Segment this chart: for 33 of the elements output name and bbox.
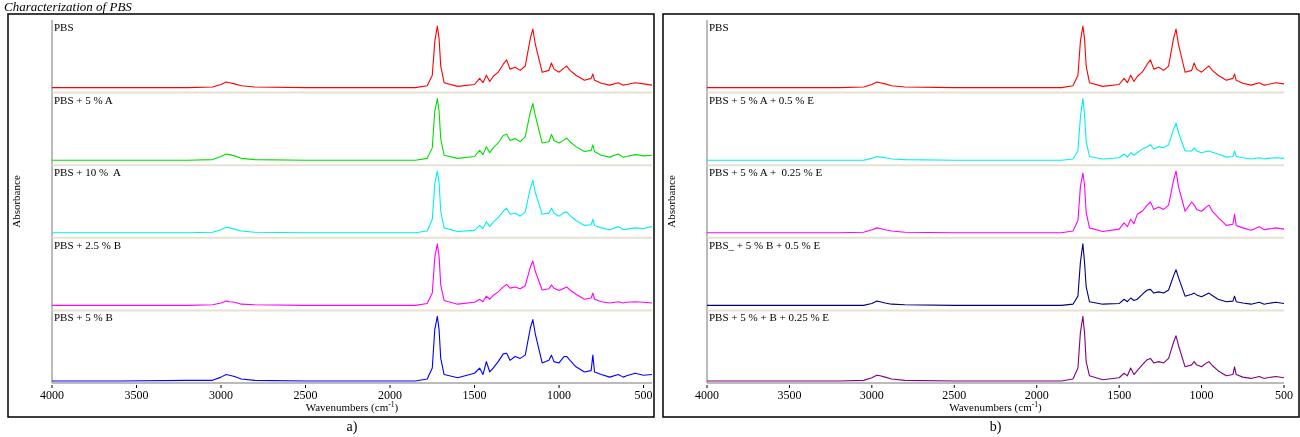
x-tick-label: 4000 [40, 388, 64, 402]
x-tick-label: 1000 [1189, 388, 1214, 402]
x-tick-label: 3000 [859, 388, 884, 402]
x-tick-label: 500 [634, 388, 653, 402]
x-axis-title: Wavenumbers (cm$^{-1}$) [949, 399, 1043, 414]
x-tick-label: 1000 [547, 388, 572, 402]
x-tick-label: 2000 [1024, 388, 1049, 402]
text: Characterization of PBS [4, 0, 133, 14]
x-tick-label: 2500 [942, 388, 967, 402]
chart-title: PBS [709, 21, 729, 33]
chart-title: PBS + 5 % A [54, 93, 113, 106]
text: a) [346, 419, 358, 435]
x-tick-label: 3500 [777, 388, 802, 402]
chart-title: PBS + 10 % A [54, 166, 122, 179]
chart-title: PBS + 5 % B [54, 311, 113, 324]
x-axis-title: Wavenumbers (cm$^{-1}$) [305, 399, 399, 414]
chart-title: PBS + 5 % A + 0.5 % E [709, 93, 815, 106]
chart-title: PBS [54, 21, 74, 33]
x-tick-label: 1500 [1107, 388, 1132, 402]
x-tick-label: 1500 [462, 388, 487, 402]
chart-title: PBS_ + 5 % B + 0.5 % E [709, 238, 821, 251]
x-tick-label: 3500 [124, 388, 149, 402]
x-tick-label: 3000 [209, 388, 234, 402]
x-tick-label: 4000 [695, 388, 719, 402]
x-tick-label: 2500 [293, 388, 318, 402]
chart-title: PBS + 2.5 % B [54, 238, 122, 251]
text: b) [989, 419, 1002, 435]
chart-title: PBS + 5 % A + 0.25 % E [709, 166, 823, 179]
x-tick-label: 2000 [378, 388, 403, 402]
chart-title: PBS + 5 % + B + 0.25 % E [709, 311, 830, 324]
x-tick-label: 500 [1275, 388, 1293, 402]
y-axis-title: Absorbance [10, 175, 22, 228]
y-axis-title: Absorbance [665, 175, 677, 228]
